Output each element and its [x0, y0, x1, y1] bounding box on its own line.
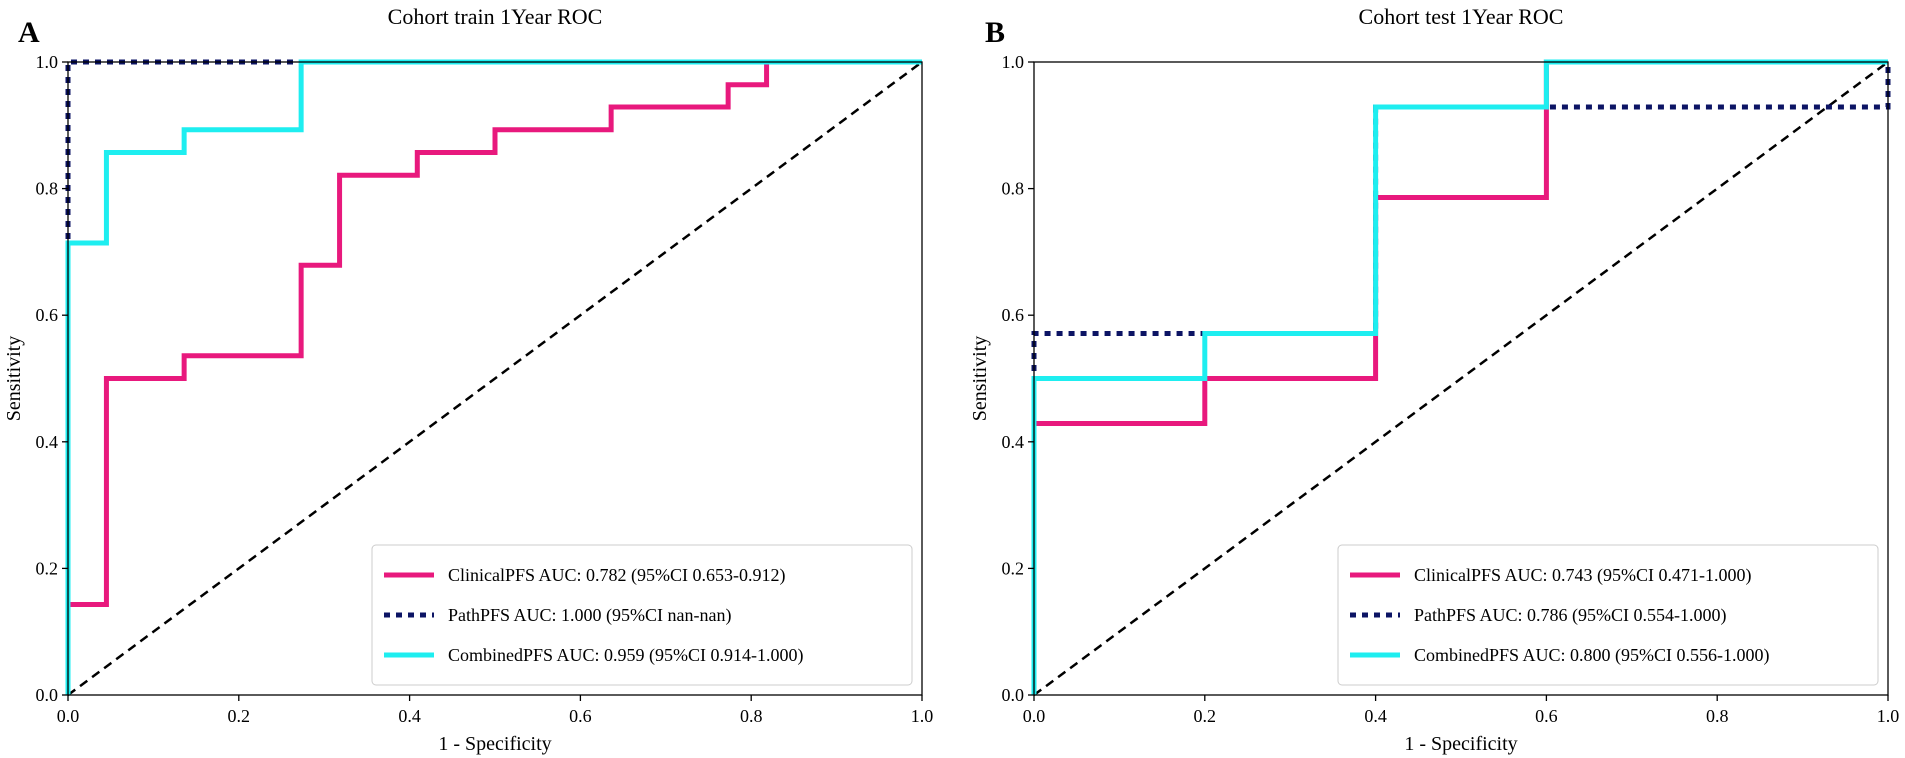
y-tick-label: 0.4	[36, 432, 59, 452]
x-tick-label: 0.4	[398, 706, 421, 726]
x-tick-label: 0.4	[1364, 706, 1387, 726]
legend-entry: ClinicalPFS AUC: 0.743 (95%CI 0.471-1.00…	[1414, 565, 1752, 586]
legend-entry: ClinicalPFS AUC: 0.782 (95%CI 0.653-0.91…	[448, 565, 786, 586]
chance-diagonal-line	[67, 60, 923, 697]
y-tick-label: 0.2	[1002, 558, 1025, 578]
x-axis-label: 1 - Specificity	[438, 733, 551, 755]
y-tick-label: 0.8	[36, 179, 59, 199]
x-tick-label: 0.6	[1535, 706, 1558, 726]
y-tick-label: 0.0	[36, 685, 59, 705]
y-tick-label: 0.8	[1002, 179, 1025, 199]
roc-curve-series-2	[65, 59, 922, 695]
roc-curve-series-2	[1031, 59, 1888, 695]
panel-letter: B	[985, 16, 1005, 49]
x-tick-label: 0.8	[1706, 706, 1729, 726]
legend-entry: PathPFS AUC: 1.000 (95%CI nan-nan)	[448, 605, 732, 626]
y-tick-label: 0.0	[1002, 685, 1025, 705]
x-tick-label: 0.2	[228, 706, 251, 726]
y-tick-label: 0.6	[36, 305, 59, 325]
plot-frame	[1033, 61, 1889, 696]
chance-diagonal-line	[1033, 60, 1889, 697]
x-tick-label: 0.0	[1023, 706, 1046, 726]
x-tick-label: 0.8	[740, 706, 763, 726]
panel-letter: A	[18, 16, 40, 49]
y-tick-label: 0.2	[36, 558, 59, 578]
chart-title: Cohort train 1Year ROC	[388, 4, 603, 29]
chart-title: Cohort test 1Year ROC	[1359, 4, 1564, 29]
legend-entry: CombinedPFS AUC: 0.959 (95%CI 0.914-1.00…	[448, 645, 804, 666]
roc-curve-series-0	[65, 62, 770, 695]
legend-entry: CombinedPFS AUC: 0.800 (95%CI 0.556-1.00…	[1414, 645, 1770, 666]
y-tick-label: 1.0	[1002, 52, 1025, 72]
x-tick-label: 1.0	[1877, 706, 1900, 726]
x-axis-label: 1 - Specificity	[1404, 733, 1517, 755]
y-tick-label: 0.4	[1002, 432, 1025, 452]
plot-frame	[67, 61, 923, 696]
legend-box	[371, 544, 913, 686]
x-tick-label: 0.2	[1194, 706, 1217, 726]
y-tick-label: 1.0	[36, 52, 59, 72]
legend-box	[1337, 544, 1879, 686]
legend-entry: PathPFS AUC: 0.786 (95%CI 0.554-1.000)	[1414, 605, 1727, 626]
x-tick-label: 1.0	[911, 706, 934, 726]
y-axis-label: Sensitivity	[969, 336, 991, 422]
x-tick-label: 0.0	[57, 706, 80, 726]
x-tick-label: 0.6	[569, 706, 592, 726]
y-tick-label: 0.6	[1002, 305, 1025, 325]
y-axis-label: Sensitivity	[3, 336, 25, 422]
